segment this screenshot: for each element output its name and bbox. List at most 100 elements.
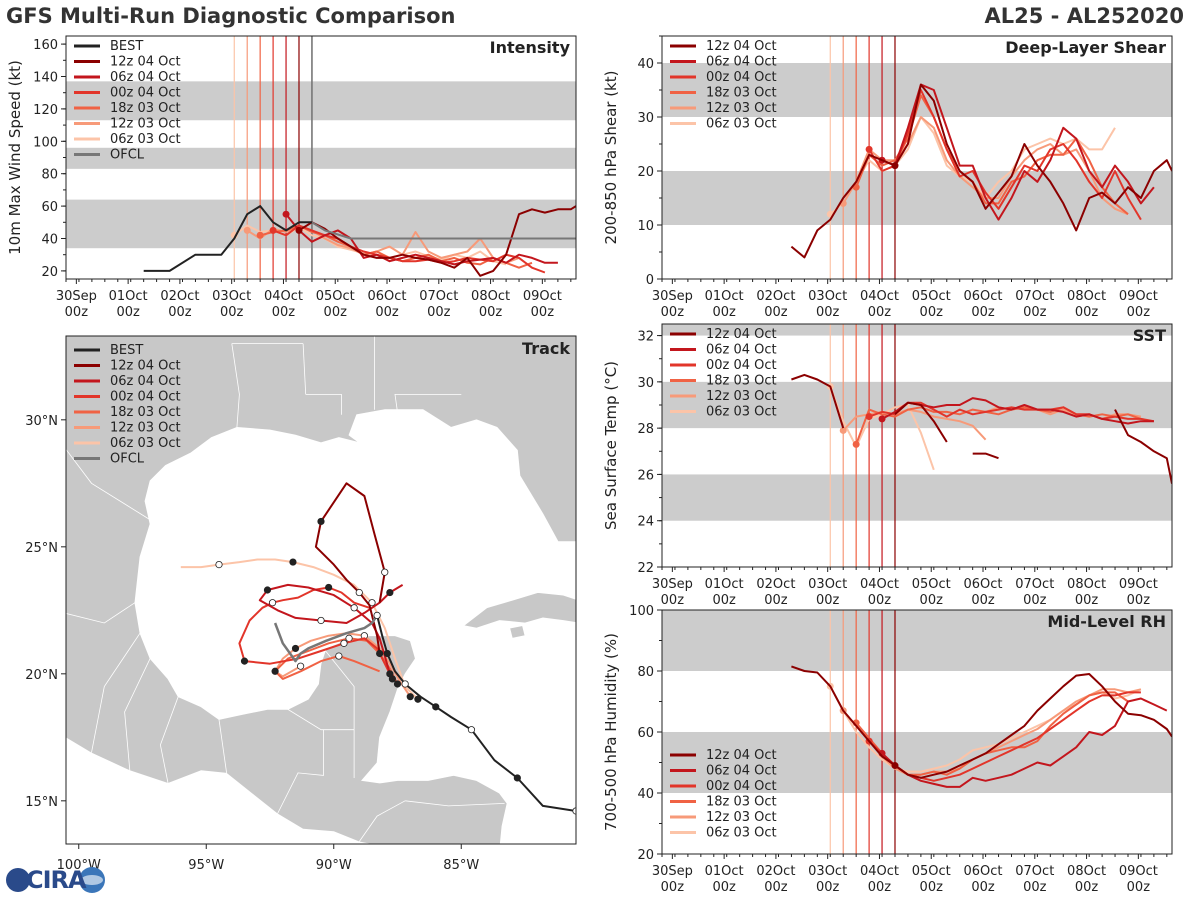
political-boundary [277,729,324,814]
rh-xtick-label: 00z [816,880,840,895]
track-best-point [513,774,521,782]
shear-xtick-label: 00z [920,305,944,320]
intensity-xtick-label: 09Oct [523,289,562,304]
rh-ylabel: 700-500 hPa Humidity (%) [602,633,620,831]
sst-xtick-label: 02Oct [756,577,795,592]
rh-legend-label: 06z 03 Oct [706,826,777,841]
track-title: Track [522,339,570,358]
rh-legend-label: 00z 04 Oct [706,779,777,794]
sst-frame [661,323,1173,568]
political-boundary [358,800,406,842]
sst-series-12z-04-oct [791,373,845,429]
intensity-xtick-label: 00z [65,305,89,320]
rh-band [662,732,1172,793]
track-frame [65,335,577,845]
track-series-12z-04-oct-point [317,517,325,526]
shear-xtick-label: 09Oct [1119,289,1158,304]
rh-xtick-label: 09Oct [1119,864,1158,879]
intensity-legend-label: 12z 04 Oct [110,55,181,70]
panel-sst: 22242628303230Sep00z01Oct00z02Oct00z03Oc… [602,323,1173,608]
track-legend-label: OFCL [110,452,145,467]
track-best-point [432,703,440,711]
rh-xtick-label: 06Oct [963,864,1002,879]
track-series-18z-03-oct-point [271,667,279,675]
intensity-series-00z-04-oct [272,224,546,274]
track-series-12z-04-oct [314,482,386,654]
shear-xtick-label: 30Sep [652,289,693,304]
track-series-00z-04-oct-point [325,583,333,592]
sst-ytick-label: 22 [637,561,654,576]
rh-ytick-label: 60 [637,726,654,741]
sst-legend-label: 18z 03 Oct [706,374,777,389]
cira-logo-text: CIRA [26,866,87,894]
shear-legend-label: 06z 04 Oct [706,55,777,70]
sst-xtick-label: 00z [661,593,685,608]
track-series-00z-04-oct-point [240,657,249,665]
shear-plot-area [662,36,1172,279]
rh-legend-label: 12z 04 Oct [706,748,777,763]
intensity-legend-label: BEST [110,39,143,54]
cira-logo: CIRA [4,862,114,898]
intensity-xtick-label: 06Oct [367,289,406,304]
intensity-xtick-label: 00z [324,305,348,320]
track-series-12z-04-oct-point [355,588,363,597]
rh-xtick-label: 00z [661,880,685,895]
shear-xtick-label: 08Oct [1067,289,1106,304]
intensity-legend-label: OFCL [110,148,145,163]
shear-legend-label: 12z 04 Oct [706,39,777,54]
rh-series-06z-04-oct [881,697,1168,788]
political-boundary [305,393,342,415]
intensity-xtick-label: 01Oct [109,289,148,304]
rh-xtick-label: 02Oct [756,864,795,879]
sst-title: SST [1133,326,1166,345]
sst-legend-label: 12z 03 Oct [706,389,777,404]
sst-ytick-label: 28 [637,422,654,437]
rh-xtick-label: 00z [1127,880,1151,895]
sst-xtick-label: 01Oct [705,577,744,592]
shear-ytick-label: 20 [637,165,654,180]
track-series-12z-04-oct-point [381,568,389,576]
track-ytick-label: 30°N [25,414,58,429]
track-series-00z-04-oct-point [268,599,277,607]
intensity-ytick-label: 140 [33,71,58,86]
rh-xtick-label: 00z [764,880,788,895]
intensity-band [66,81,576,121]
political-boundary [124,658,151,771]
intensity-ytick-label: 80 [41,168,58,183]
intensity-legend-label: 18z 03 Oct [110,101,181,116]
shear-series-12z-04-oct [790,83,1172,259]
shear-xtick-label: 01Oct [705,289,744,304]
track-legend-label: BEST [110,343,143,358]
intensity-ytick-label: 20 [41,265,58,280]
shear-xtick-label: 00z [764,305,788,320]
rh-legend-label: 18z 03 Oct [706,795,777,810]
track-best-point [373,611,381,620]
sst-ytick-label: 24 [637,515,654,530]
track-legend-label: 06z 03 Oct [110,436,181,451]
intensity-legend-label: 12z 03 Oct [110,117,181,132]
sst-xtick-label: 05Oct [912,577,951,592]
intensity-xtick-label: 30Sep [56,289,97,304]
pacific-ocean [66,737,373,844]
track-map-area [66,336,576,844]
political-boundary [66,602,136,624]
landmass-north-america [66,336,576,844]
track-legend-label: 18z 03 Oct [110,405,181,420]
sst-xtick-label: 00z [816,593,840,608]
shear-ytick-label: 0 [646,273,654,288]
intensity-xtick-label: 07Oct [419,289,458,304]
track-series-06z-04-oct [258,583,404,675]
rh-xtick-label: 05Oct [912,864,951,879]
intensity-ytick-label: 120 [33,103,58,118]
sst-legend-label: 06z 03 Oct [706,405,777,420]
intensity-band [66,199,576,249]
sst-series-12z-04-oct [1114,409,1172,484]
rh-xtick-label: 00z [920,880,944,895]
rh-xtick-label: 00z [868,880,892,895]
political-boundary [91,632,141,753]
shear-legend-label: 12z 03 Oct [706,101,777,116]
shear-ytick-label: 40 [637,57,654,72]
cira-logo-mark [6,867,105,893]
intensity-xtick-label: 00z [272,305,296,320]
intensity-xtick-label: 08Oct [471,289,510,304]
